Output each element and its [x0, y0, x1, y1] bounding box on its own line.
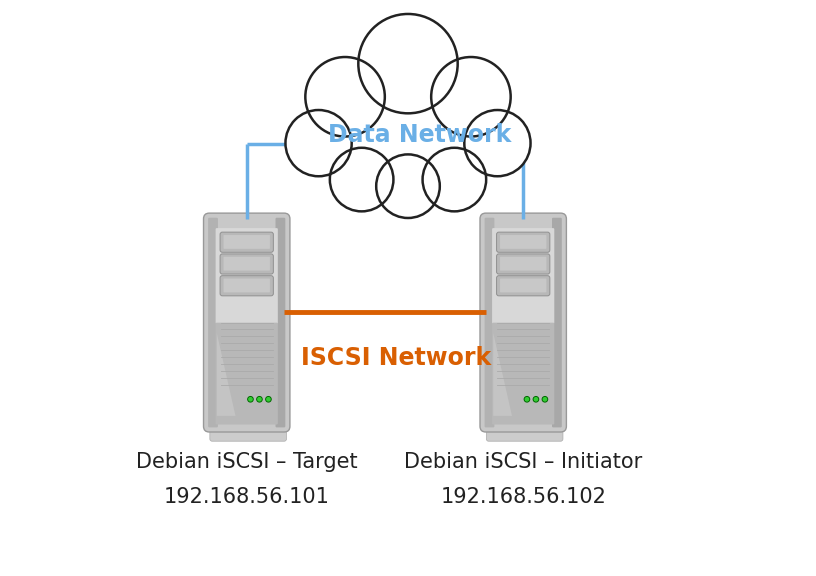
- FancyBboxPatch shape: [224, 257, 270, 271]
- FancyBboxPatch shape: [208, 218, 218, 427]
- FancyBboxPatch shape: [203, 213, 290, 432]
- FancyBboxPatch shape: [492, 228, 554, 324]
- Text: 192.168.56.102: 192.168.56.102: [441, 487, 606, 507]
- FancyBboxPatch shape: [215, 228, 277, 324]
- Circle shape: [526, 397, 529, 401]
- Text: ISCSI Network: ISCSI Network: [301, 346, 491, 370]
- FancyBboxPatch shape: [220, 276, 273, 296]
- Circle shape: [248, 397, 253, 402]
- Circle shape: [257, 397, 262, 402]
- Polygon shape: [493, 333, 512, 416]
- FancyBboxPatch shape: [492, 323, 554, 425]
- FancyBboxPatch shape: [500, 235, 547, 249]
- FancyBboxPatch shape: [220, 254, 273, 274]
- Polygon shape: [217, 333, 236, 416]
- Circle shape: [423, 148, 486, 211]
- Text: 192.168.56.101: 192.168.56.101: [164, 487, 330, 507]
- FancyBboxPatch shape: [500, 279, 547, 293]
- FancyBboxPatch shape: [500, 257, 547, 271]
- FancyBboxPatch shape: [224, 235, 270, 249]
- Circle shape: [376, 154, 440, 218]
- FancyBboxPatch shape: [486, 425, 563, 441]
- FancyBboxPatch shape: [480, 213, 566, 432]
- Circle shape: [286, 110, 352, 176]
- FancyBboxPatch shape: [552, 218, 561, 427]
- FancyBboxPatch shape: [497, 276, 550, 296]
- Circle shape: [267, 397, 270, 401]
- Circle shape: [258, 397, 261, 401]
- Circle shape: [464, 110, 530, 176]
- FancyBboxPatch shape: [224, 279, 270, 293]
- Circle shape: [330, 148, 393, 211]
- FancyBboxPatch shape: [215, 323, 277, 425]
- Circle shape: [534, 397, 538, 401]
- FancyBboxPatch shape: [497, 254, 550, 274]
- Circle shape: [543, 397, 548, 402]
- Circle shape: [249, 397, 252, 401]
- Text: Debian iSCSI – Target: Debian iSCSI – Target: [136, 452, 357, 472]
- FancyBboxPatch shape: [276, 218, 286, 427]
- FancyBboxPatch shape: [220, 232, 273, 252]
- FancyBboxPatch shape: [497, 232, 550, 252]
- Circle shape: [431, 57, 511, 137]
- FancyBboxPatch shape: [210, 425, 286, 441]
- Bar: [308, 74, 508, 186]
- Text: Data Network: Data Network: [328, 123, 511, 147]
- Circle shape: [266, 397, 271, 402]
- Circle shape: [543, 397, 547, 401]
- Circle shape: [525, 397, 530, 402]
- Circle shape: [358, 14, 458, 113]
- Circle shape: [534, 397, 539, 402]
- Text: Debian iSCSI – Initiator: Debian iSCSI – Initiator: [404, 452, 642, 472]
- FancyBboxPatch shape: [485, 218, 494, 427]
- Circle shape: [305, 57, 385, 137]
